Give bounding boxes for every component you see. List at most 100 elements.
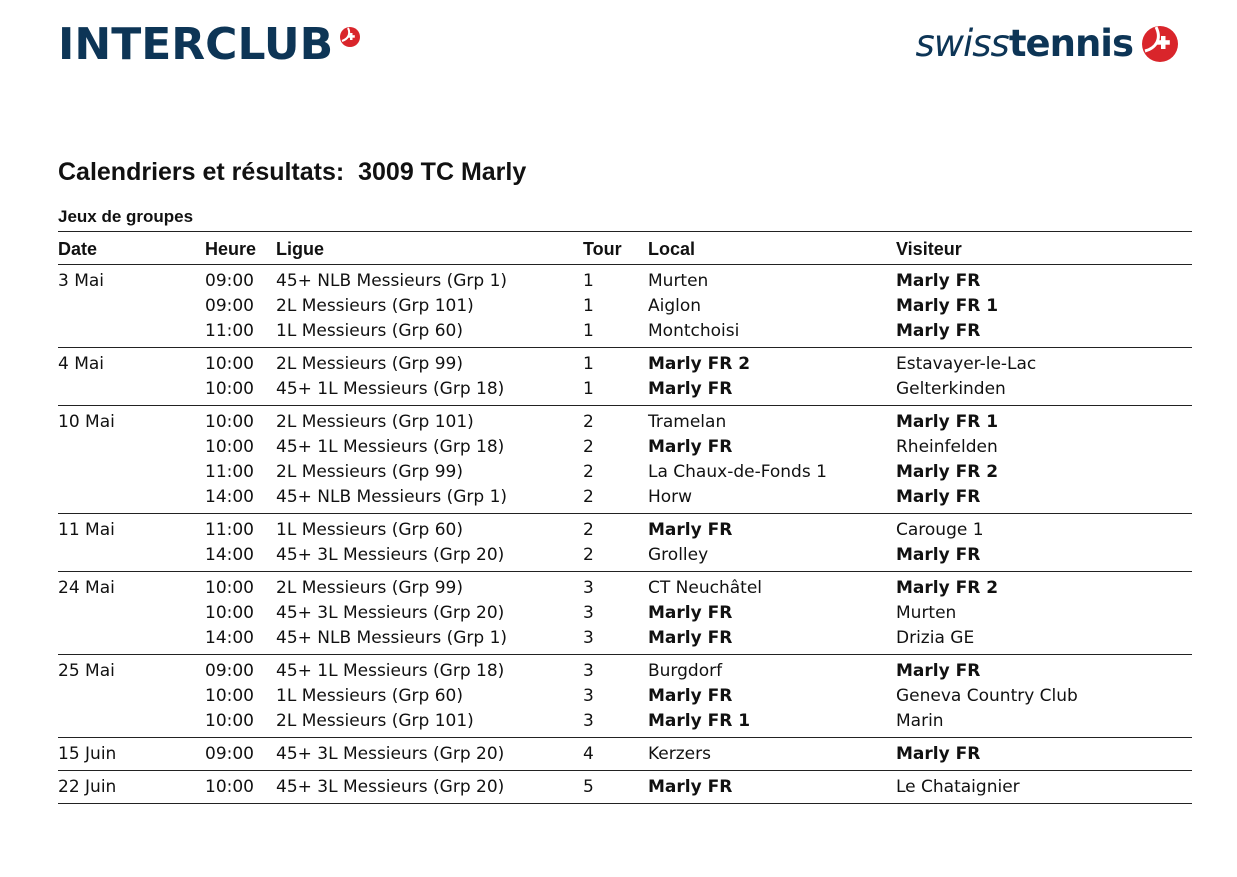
match-home-team: Marly FR	[648, 777, 733, 797]
table-row: 25 Mai 09:00 45+ 1L Messieurs (Grp 18) 3 Bur…	[58, 659, 1192, 684]
match-round: 1	[583, 354, 594, 374]
interclub-wordmark: INTERCLUB	[58, 19, 334, 70]
table-row: 11:00 1L Messieurs (Grp 60) 1 Montchoisi Mar…	[58, 319, 1192, 344]
swisstennis-wordmark-swiss: swiss	[915, 22, 1009, 65]
table-row: 10:00 1L Messieurs (Grp 60) 3 Marly FR Genev…	[58, 684, 1192, 709]
match-round: 1	[583, 321, 594, 341]
match-time: 10:00	[205, 437, 254, 457]
match-round: 5	[583, 777, 594, 797]
match-away-team: Marly FR 2	[896, 462, 999, 482]
date-group: 15 Juin 09:00 45+ 3L Messieurs (Grp 20) 4 Ke…	[58, 738, 1192, 771]
table-row: 14:00 45+ NLB Messieurs (Grp 1) 3 Marly FR D…	[58, 626, 1192, 651]
match-home-team: Marly FR	[648, 686, 733, 706]
match-league: 2L Messieurs (Grp 99)	[276, 578, 463, 598]
match-home-team: Kerzers	[648, 744, 711, 764]
match-time: 10:00	[205, 711, 254, 731]
match-league: 45+ 1L Messieurs (Grp 18)	[276, 661, 505, 681]
match-round: 2	[583, 412, 594, 432]
date-group: 22 Juin 10:00 45+ 3L Messieurs (Grp 20) 5 Ma…	[58, 771, 1192, 804]
match-home-team: Marly FR	[648, 520, 733, 540]
match-date: 24 Mai	[58, 578, 115, 598]
match-league: 2L Messieurs (Grp 101)	[276, 296, 474, 316]
table-row: 10:00 45+ 1L Messieurs (Grp 18) 1 Marly FR G…	[58, 377, 1192, 402]
match-round: 1	[583, 271, 594, 291]
match-league: 1L Messieurs (Grp 60)	[276, 321, 463, 341]
table-row: 10:00 45+ 3L Messieurs (Grp 20) 3 Marly FR M…	[58, 601, 1192, 626]
interclub-logo: INTERCLUB	[58, 20, 361, 70]
match-round: 2	[583, 437, 594, 457]
match-league: 1L Messieurs (Grp 60)	[276, 686, 463, 706]
match-away-team: Marly FR 1	[896, 412, 999, 432]
col-header-tour: Tour	[583, 239, 622, 259]
col-header-visiteur: Visiteur	[896, 239, 962, 259]
match-date: 15 Juin	[58, 744, 117, 764]
match-home-team: Grolley	[648, 545, 709, 565]
match-home-team: Marly FR 1	[648, 711, 751, 731]
date-group: 10 Mai 10:00 2L Messieurs (Grp 101) 2 Tramel…	[58, 406, 1192, 514]
match-league: 45+ NLB Messieurs (Grp 1)	[276, 628, 508, 648]
swisstennis-wordmark-tennis: tennis	[1008, 22, 1134, 65]
match-home-team: Marly FR	[648, 379, 733, 399]
match-time: 10:00	[205, 379, 254, 399]
match-away-team: Geneva Country Club	[896, 686, 1078, 706]
match-home-team: Murten	[648, 271, 709, 291]
match-home-team: Montchoisi	[648, 321, 740, 341]
match-home-team: Horw	[648, 487, 693, 507]
match-away-team: Murten	[896, 603, 957, 623]
match-time: 10:00	[205, 578, 254, 598]
match-home-team: Burgdorf	[648, 661, 723, 681]
match-round: 3	[583, 686, 594, 706]
match-home-team: Aiglon	[648, 296, 702, 316]
match-round: 2	[583, 545, 594, 565]
match-away-team: Marly FR	[896, 661, 981, 681]
match-round: 1	[583, 379, 594, 399]
schedule-table: Date Heure Ligue Tour Local Visiteur 3 M…	[58, 231, 1192, 804]
match-round: 2	[583, 462, 594, 482]
table-row: 14:00 45+ NLB Messieurs (Grp 1) 2 Horw Marly…	[58, 485, 1192, 510]
match-round: 3	[583, 603, 594, 623]
match-league: 45+ NLB Messieurs (Grp 1)	[276, 487, 508, 507]
match-home-team: Marly FR	[648, 628, 733, 648]
table-row: 11 Mai 11:00 1L Messieurs (Grp 60) 2 Marly F…	[58, 518, 1192, 543]
table-row: 11:00 2L Messieurs (Grp 99) 2 La Chaux-de-F…	[58, 460, 1192, 485]
date-group: 11 Mai 11:00 1L Messieurs (Grp 60) 2 Marly F…	[58, 514, 1192, 572]
table-row: 4 Mai 10:00 2L Messieurs (Grp 99) 1 Marly FR…	[58, 352, 1192, 377]
match-time: 10:00	[205, 777, 254, 797]
match-round: 2	[583, 520, 594, 540]
match-date: 22 Juin	[58, 777, 117, 797]
match-league: 45+ 1L Messieurs (Grp 18)	[276, 437, 505, 457]
match-round: 2	[583, 487, 594, 507]
date-group: 25 Mai 09:00 45+ 1L Messieurs (Grp 18) 3 Bur…	[58, 655, 1192, 738]
match-round: 4	[583, 744, 594, 764]
col-header-date: Date	[58, 239, 98, 259]
match-date: 11 Mai	[58, 520, 115, 540]
match-away-team: Marly FR	[896, 321, 981, 341]
match-time: 14:00	[205, 628, 254, 648]
table-row: 15 Juin 09:00 45+ 3L Messieurs (Grp 20) 4 Ke…	[58, 742, 1192, 767]
match-league: 2L Messieurs (Grp 101)	[276, 711, 474, 731]
match-round: 3	[583, 628, 594, 648]
match-league: 45+ 3L Messieurs (Grp 20)	[276, 777, 505, 797]
match-time: 11:00	[205, 321, 254, 341]
table-row: 10:00 2L Messieurs (Grp 101) 3 Marly FR 1 Ma…	[58, 709, 1192, 734]
match-round: 3	[583, 711, 594, 731]
match-time: 10:00	[205, 354, 254, 374]
match-away-team: Marly FR	[896, 271, 981, 291]
match-time: 09:00	[205, 744, 254, 764]
match-away-team: Marly FR 2	[896, 578, 999, 598]
match-league: 45+ 3L Messieurs (Grp 20)	[276, 603, 505, 623]
table-row: 22 Juin 10:00 45+ 3L Messieurs (Grp 20) 5 Ma…	[58, 775, 1192, 800]
col-header-local: Local	[648, 239, 696, 259]
match-time: 10:00	[205, 603, 254, 623]
match-home-team: CT Neuchâtel	[648, 578, 762, 598]
match-round: 3	[583, 661, 594, 681]
swisstennis-logo: swiss tennis	[915, 22, 1179, 65]
date-group: 3 Mai 09:00 45+ NLB Messieurs (Grp 1) 1 Murt…	[58, 265, 1192, 348]
match-time: 10:00	[205, 412, 254, 432]
match-away-team: Marly FR 1	[896, 296, 999, 316]
match-round: 1	[583, 296, 594, 316]
match-away-team: Gelterkinden	[896, 379, 1006, 399]
section-heading: Jeux de groupes	[58, 207, 194, 226]
table-body: 3 Mai 09:00 45+ NLB Messieurs (Grp 1) 1 Murt…	[58, 265, 1192, 804]
match-round: 3	[583, 578, 594, 598]
